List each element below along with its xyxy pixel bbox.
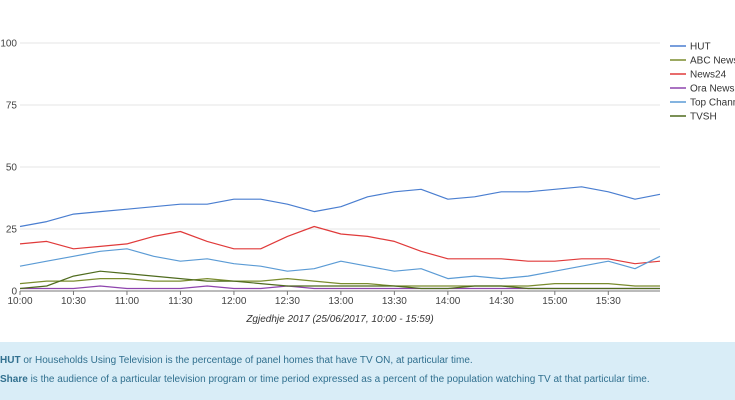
x-tick-label: 13:00 [328, 296, 353, 307]
x-tick-labels: 10:00 10:30 11:00 11:30 12:00 12:30 13:00 13:30… [7, 291, 621, 307]
legend[interactable]: HUT ABC News News24 Ora News Top Channel TVSH [670, 42, 735, 123]
x-tick-label: 15:30 [596, 296, 621, 307]
x-tick-label: 12:00 [221, 296, 246, 307]
y-tick-label: 75 [6, 101, 18, 112]
x-tick-label: 11:00 [115, 296, 140, 307]
x-tick-label: 10:00 [7, 296, 32, 307]
legend-item[interactable]: ABC News [690, 56, 735, 67]
hut-text: or Households Using Television is the pe… [20, 355, 473, 366]
y-tick-labels: 0 25 50 75 100 [0, 39, 17, 298]
x-tick-label: 13:30 [382, 296, 407, 307]
x-tick-label: 15:00 [542, 296, 567, 307]
share-key: Share [0, 374, 28, 385]
y-tick-label: 100 [0, 39, 17, 50]
y-tick-label: 0 [11, 287, 17, 298]
line-chart: 0 25 50 75 100 10:00 10:30 11:00 11:30 12:00 12:3… [0, 39, 735, 326]
series-line [19, 186, 661, 228]
legend-item[interactable]: News24 [690, 70, 727, 81]
x-axis-title: Zgjedhje 2017 (25/06/2017, 10:00 - 15:59… [245, 314, 433, 325]
legend-item[interactable]: HUT [690, 42, 711, 53]
x-tick-label: 12:30 [275, 296, 300, 307]
series-line [19, 248, 661, 280]
info-box: HUT or Households Using Television is th… [0, 342, 735, 400]
legend-item[interactable]: Ora News [690, 84, 734, 95]
x-tick-label: 14:30 [489, 296, 514, 307]
hut-key: HUT [0, 355, 21, 366]
x-tick-label: 10:30 [61, 296, 86, 307]
y-tick-label: 25 [6, 225, 18, 236]
x-tick-label: 11:30 [168, 296, 193, 307]
legend-item[interactable]: Top Channel [690, 98, 735, 109]
hut-definition: HUT or Households Using Television is th… [0, 351, 735, 370]
share-text: is the audience of a particular televisi… [27, 374, 650, 385]
grid-lines [20, 42, 660, 230]
series-lines [19, 186, 661, 290]
series-line [19, 270, 660, 290]
legend-item[interactable]: TVSH [690, 112, 717, 123]
y-tick-label: 50 [6, 163, 18, 174]
series-line [19, 278, 660, 287]
x-tick-label: 14:00 [435, 296, 460, 307]
series-line [19, 225, 661, 265]
share-definition: Share is the audience of a particular te… [0, 370, 735, 389]
